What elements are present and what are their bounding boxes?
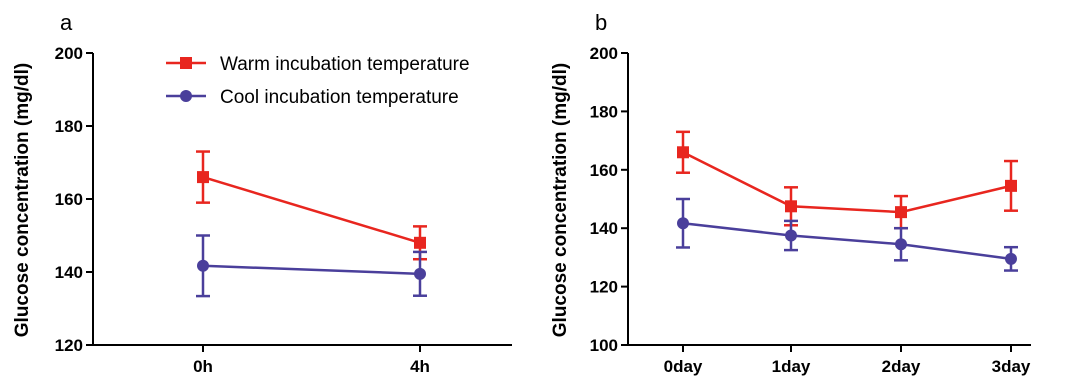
panel-b-warm-line xyxy=(682,151,1012,214)
panel-a-y-tick-label: 160 xyxy=(55,190,83,209)
panel-b-x-tick-label: 3day xyxy=(992,357,1031,376)
panel-a-cool-line xyxy=(202,264,421,276)
panel-b-cool-point xyxy=(785,229,797,242)
panel-b-warm-point xyxy=(785,200,797,213)
legend-cool-marker xyxy=(180,90,192,102)
panel-a: a Glucose concentration (mg/dl) 120 140 16… xyxy=(12,10,512,376)
legend-cool-label: Cool incubation temperature xyxy=(220,87,459,108)
panel-a-cool-point xyxy=(414,267,426,280)
panel-b-x-tick-label: 1day xyxy=(772,357,811,376)
panel-b-series-cool xyxy=(676,197,1018,272)
panel-a-y-tick-label: 140 xyxy=(55,263,83,282)
panel-a-series-cool xyxy=(196,234,427,298)
panel-b-cool-point xyxy=(895,238,907,251)
legend-item-cool: Cool incubation temperature xyxy=(166,87,459,108)
panel-b-y-tick-label: 200 xyxy=(590,44,618,63)
panel-b-x-tick-label: 0day xyxy=(664,357,703,376)
panel-b-y-tick-label: 100 xyxy=(590,336,618,355)
panel-b-warm-point xyxy=(677,146,689,159)
panel-b-letter: b xyxy=(595,10,607,35)
panel-a-x-tick-label: 0h xyxy=(193,357,213,376)
panel-a-y-axis-label: Glucose concentration (mg/dl) xyxy=(12,63,33,337)
panel-b-marks xyxy=(676,130,1018,272)
panel-a-axes: 120 140 160 180 200 0h 4h xyxy=(55,44,512,376)
panel-b-series-warm xyxy=(676,130,1018,230)
panel-b-cool-point xyxy=(677,217,689,230)
panel-a-y-tick-label: 180 xyxy=(55,117,83,136)
panel-a-warm-line xyxy=(202,175,421,244)
panel-b-y-tick-label: 120 xyxy=(590,278,618,297)
legend-item-warm: Warm incubation temperature xyxy=(166,54,470,75)
panel-b-y-axis-label: Glucose concentration (mg/dl) xyxy=(550,63,571,337)
panel-a-y-tick-label: 200 xyxy=(55,44,83,63)
panel-a-letter: a xyxy=(60,10,73,35)
panel-b-y-tick-label: 140 xyxy=(590,219,618,238)
panel-a-cool-point xyxy=(197,259,209,272)
panel-b-cool-line xyxy=(682,221,1012,261)
panel-b-warm-point xyxy=(895,206,907,219)
legend-warm-marker xyxy=(180,57,192,69)
panel-a-warm-point xyxy=(414,236,426,249)
legend-warm-label: Warm incubation temperature xyxy=(220,54,470,75)
panel-b-warm-point xyxy=(1005,179,1017,192)
panel-a-x-tick-label: 4h xyxy=(410,357,430,376)
panel-a-marks xyxy=(196,150,427,298)
panel-b: b Glucose concentration (mg/dl) 100 120 14… xyxy=(550,10,1031,376)
panel-a-warm-point xyxy=(197,171,209,184)
legend: Warm incubation temperature Cool incubat… xyxy=(166,54,470,108)
panel-b-axes: 100 120 140 160 180 200 0day 1day 2day 3day xyxy=(590,44,1031,376)
panel-b-x-tick-label: 2day xyxy=(882,357,921,376)
panel-a-series-warm xyxy=(196,150,427,261)
panel-a-y-tick-label: 120 xyxy=(55,336,83,355)
panel-b-cool-point xyxy=(1005,252,1017,265)
panel-b-y-tick-label: 160 xyxy=(590,161,618,180)
panel-b-y-tick-label: 180 xyxy=(590,102,618,121)
